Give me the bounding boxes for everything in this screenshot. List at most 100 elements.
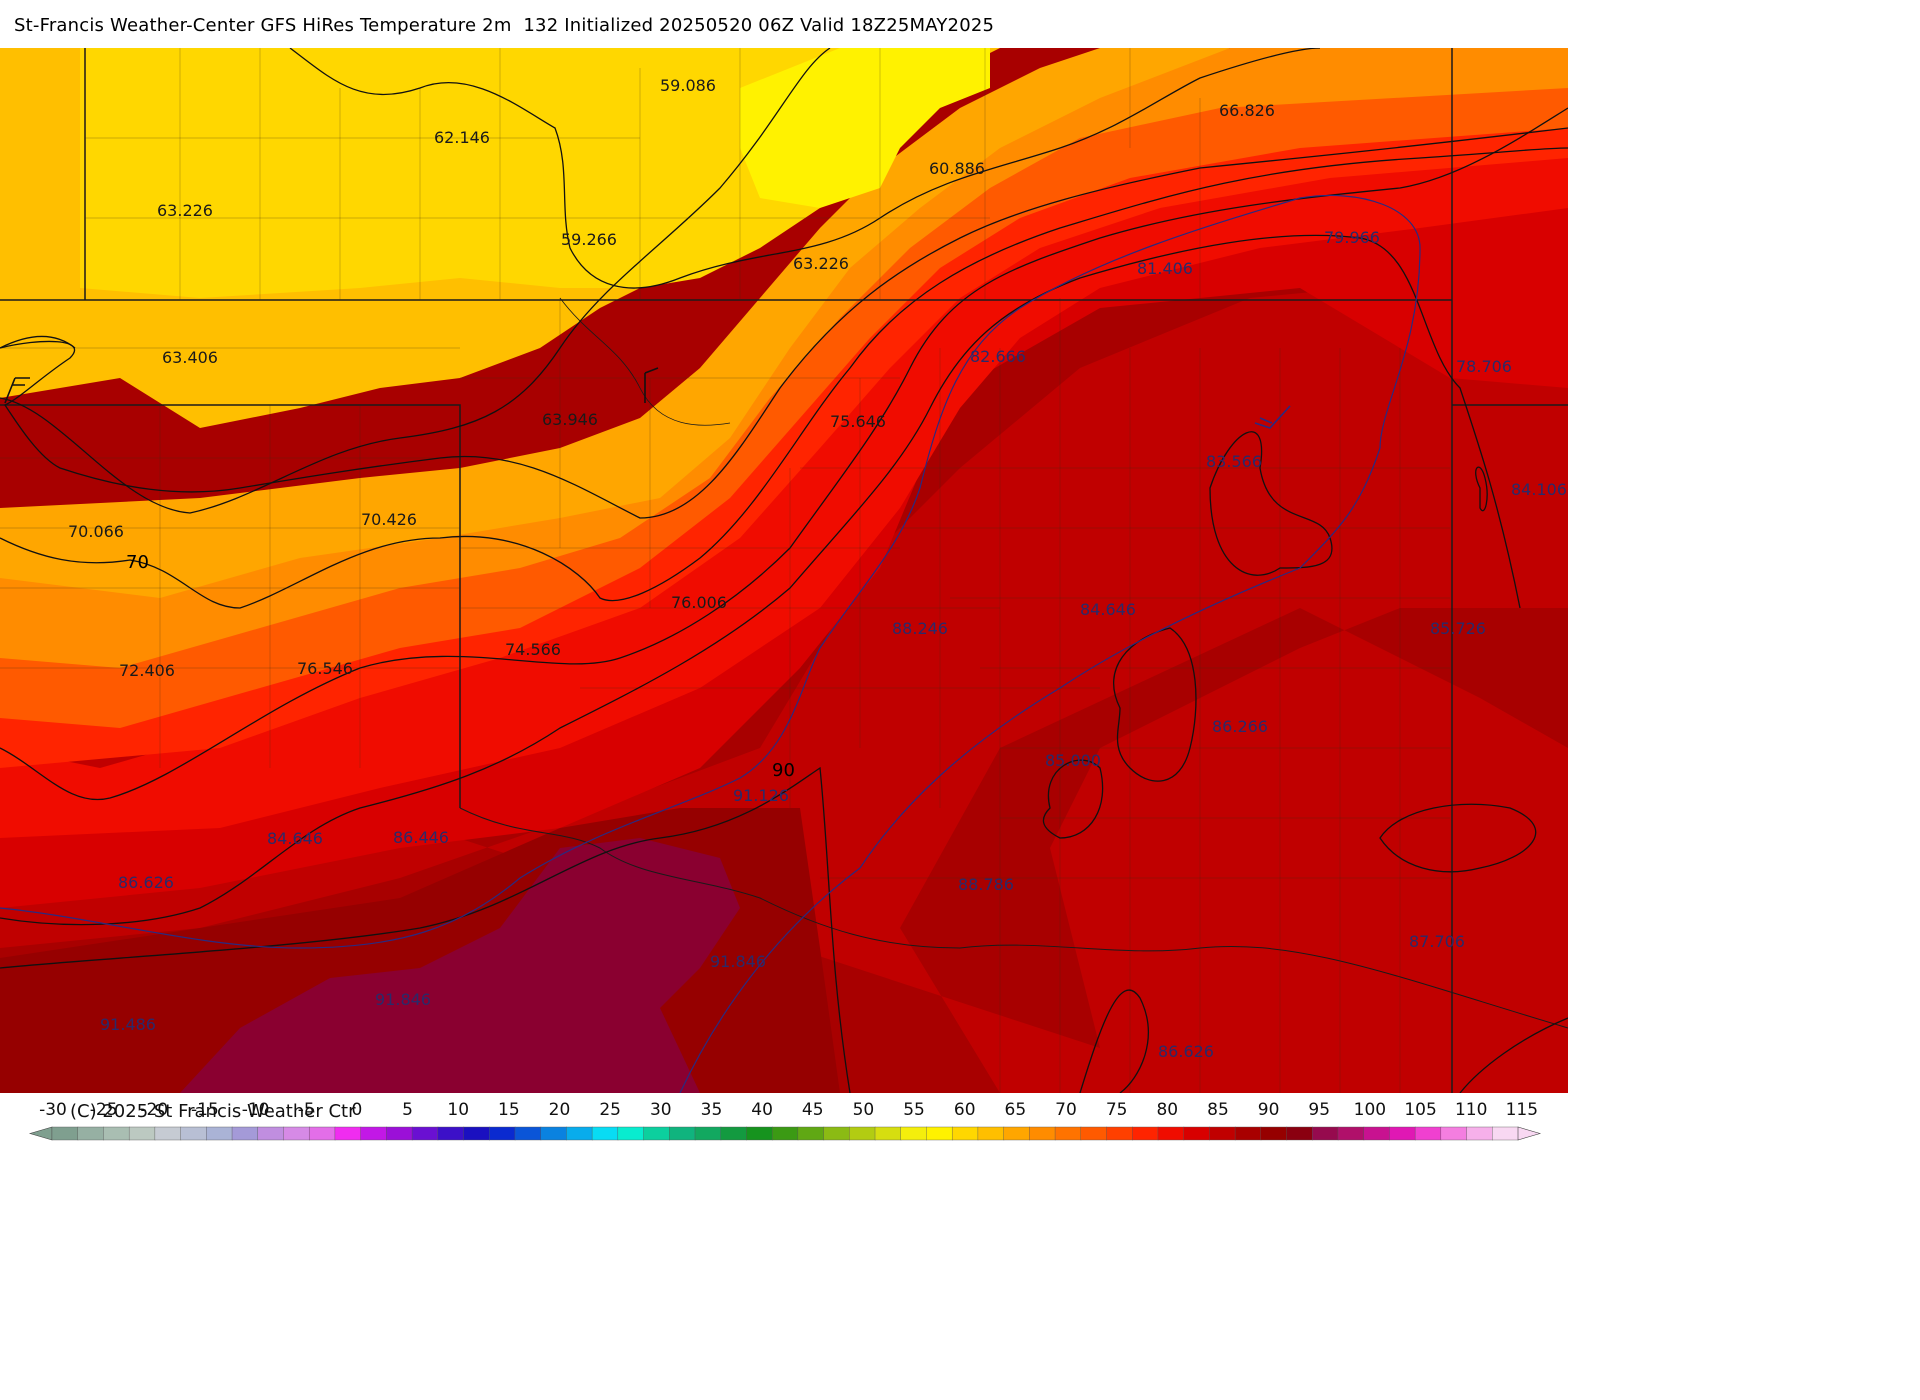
temperature-label: 75.646 bbox=[830, 412, 886, 431]
legend-tick-label: 70 bbox=[1055, 1100, 1077, 1120]
temperature-label: 63.946 bbox=[542, 410, 598, 429]
fill-band-orange bbox=[0, 78, 1568, 728]
river-border bbox=[559, 297, 731, 426]
temperature-label: 88.786 bbox=[958, 875, 1014, 894]
legend-color-swatch bbox=[154, 1126, 182, 1141]
copyright-notice: (C) 2025 St Francis Weather Ctr bbox=[70, 1101, 356, 1122]
temperature-label: 81.406 bbox=[1137, 259, 1193, 278]
legend-color-swatch bbox=[437, 1126, 465, 1141]
temperature-map: 59.086 62.146 66.826 60.886 63.226 59.266 63.2… bbox=[0, 48, 1568, 1093]
legend-color-swatch bbox=[1492, 1126, 1519, 1141]
legend-color-swatch bbox=[823, 1126, 850, 1141]
legend-color-swatch bbox=[1363, 1126, 1391, 1141]
temperature-label: 59.086 bbox=[660, 76, 716, 95]
legend-color-swatch bbox=[386, 1126, 413, 1141]
legend-tick-label: 65 bbox=[1005, 1100, 1027, 1120]
legend-color-swatch bbox=[643, 1126, 670, 1141]
legend-tick-label: 85 bbox=[1207, 1100, 1229, 1120]
legend-color-swatch bbox=[669, 1126, 696, 1141]
temperature-label: 63.406 bbox=[162, 348, 218, 367]
legend-color-swatch bbox=[1260, 1126, 1288, 1141]
legend-tick-label: -30 bbox=[39, 1100, 67, 1120]
legend-color-bar bbox=[28, 1126, 1542, 1141]
legend-color-swatch bbox=[51, 1126, 79, 1141]
legend-tick-label: 35 bbox=[701, 1100, 723, 1120]
temperature-label: 86.446 bbox=[393, 828, 449, 847]
temperature-label: 72.406 bbox=[119, 661, 175, 680]
temperature-label: 84.646 bbox=[1080, 600, 1136, 619]
temperature-label: 87.706 bbox=[1409, 932, 1465, 951]
legend-tick-label: -5 bbox=[298, 1100, 315, 1120]
legend-color-swatch bbox=[1337, 1126, 1365, 1141]
legend-color-swatch bbox=[849, 1126, 876, 1141]
isotherm-contours bbox=[0, 48, 1568, 1093]
legend-color-swatch bbox=[797, 1126, 825, 1141]
legend-color-swatch bbox=[1234, 1126, 1262, 1141]
fill-band-orange-red bbox=[0, 118, 1568, 768]
legend-color-swatch bbox=[771, 1126, 799, 1141]
temperature-label: 70.066 bbox=[68, 522, 124, 541]
legend-color-swatch bbox=[900, 1126, 928, 1141]
legend-color-swatch bbox=[283, 1126, 310, 1141]
legend-color-swatch bbox=[1312, 1126, 1339, 1141]
legend-tick-label: 80 bbox=[1156, 1100, 1178, 1120]
temperature-label: 83.566 bbox=[1206, 452, 1262, 471]
contour-labels: 70 90 bbox=[126, 552, 795, 781]
legend-tick-label: 100 bbox=[1354, 1100, 1386, 1120]
legend-color-swatch bbox=[1466, 1126, 1493, 1141]
legend-tick-label: 20 bbox=[549, 1100, 571, 1120]
temperature-color-legend: -30 -25 -20 -15 -10 -5 0 5 10 15 20 25 30 35 40 45 50 55 6… bbox=[28, 1100, 1542, 1141]
legend-extend-low bbox=[28, 1126, 53, 1141]
legend-tick-labels: -30 -25 -20 -15 -10 -5 0 5 10 15 20 25 30 35 40 45 50 55 6… bbox=[39, 1100, 1538, 1120]
legend-tick-label: 5 bbox=[402, 1100, 413, 1120]
temperature-label: 86.266 bbox=[1212, 717, 1268, 736]
legend-tick-label: 25 bbox=[599, 1100, 621, 1120]
legend-color-swatch bbox=[1286, 1126, 1313, 1141]
temperature-label: 63.226 bbox=[793, 254, 849, 273]
temperature-labels: 59.086 62.146 66.826 60.886 63.226 59.266 63.2… bbox=[68, 76, 1567, 1061]
temperature-label: 74.566 bbox=[505, 640, 561, 659]
river-border bbox=[459, 807, 1568, 1029]
temperature-label: 91.846 bbox=[710, 952, 766, 971]
legend-tick-label: -15 bbox=[191, 1100, 219, 1120]
county-grid bbox=[0, 48, 1450, 1093]
isotherm-contour-navy bbox=[0, 194, 1421, 1093]
legend-color-swatch bbox=[231, 1126, 259, 1141]
legend-color-swatch bbox=[977, 1126, 1005, 1141]
legend-tick-label: 50 bbox=[853, 1100, 875, 1120]
temperature-label: 84.106 bbox=[1511, 480, 1567, 499]
legend-tick-label: -25 bbox=[90, 1100, 118, 1120]
legend-tick-label: 45 bbox=[802, 1100, 824, 1120]
legend-color-swatch bbox=[926, 1126, 953, 1141]
legend-tick-label: 75 bbox=[1106, 1100, 1128, 1120]
legend-color-swatch bbox=[1157, 1126, 1185, 1141]
legend-color-swatch bbox=[1003, 1126, 1030, 1141]
legend-tick-label: 95 bbox=[1308, 1100, 1330, 1120]
legend-color-swatch bbox=[694, 1126, 722, 1141]
temperature-label: 86.626 bbox=[118, 873, 174, 892]
legend-color-swatch bbox=[308, 1126, 336, 1141]
legend-color-swatch bbox=[1054, 1126, 1082, 1141]
fill-band-amber bbox=[0, 48, 1568, 598]
legend-tick-label: -10 bbox=[242, 1100, 270, 1120]
wind-barbs bbox=[4, 367, 1291, 429]
legend-color-swatch bbox=[1132, 1126, 1159, 1141]
legend-color-swatch bbox=[257, 1126, 285, 1141]
legend-color-swatch bbox=[1080, 1126, 1108, 1141]
legend-color-swatch bbox=[206, 1126, 233, 1141]
legend-color-swatch bbox=[874, 1126, 902, 1141]
legend-color-swatch bbox=[334, 1126, 362, 1141]
legend-tick-label: -20 bbox=[140, 1100, 168, 1120]
legend-color-swatch bbox=[1209, 1126, 1236, 1141]
legend-color-swatch bbox=[1029, 1126, 1056, 1141]
temperature-label: 91.846 bbox=[375, 990, 431, 1009]
fill-band-light-orange bbox=[0, 48, 1568, 668]
legend-color-swatch bbox=[1106, 1126, 1133, 1141]
fill-band-warm bbox=[0, 268, 1568, 1093]
legend-color-swatch bbox=[77, 1126, 105, 1141]
legend-color-swatch bbox=[951, 1126, 979, 1141]
legend-tick-label: 115 bbox=[1506, 1100, 1538, 1120]
temperature-label: 85.000 bbox=[1045, 751, 1101, 770]
temperature-label: 91.126 bbox=[733, 786, 789, 805]
legend-tick-label: 90 bbox=[1258, 1100, 1280, 1120]
